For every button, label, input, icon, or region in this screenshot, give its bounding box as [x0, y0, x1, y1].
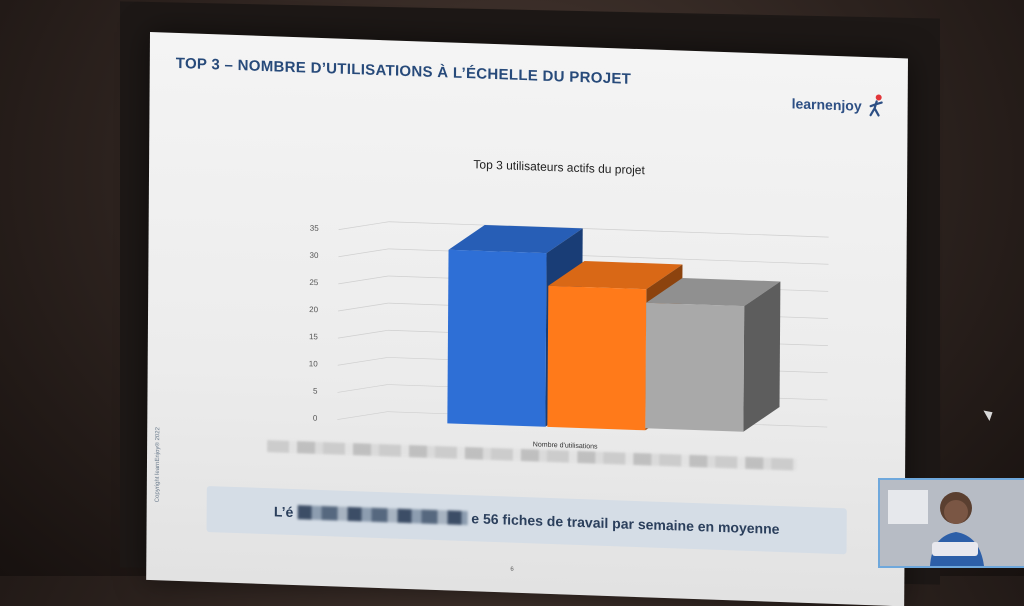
gridline	[388, 221, 829, 238]
bar-side	[743, 281, 781, 432]
bar	[645, 302, 745, 432]
bar-top	[646, 278, 781, 307]
person-icon	[880, 480, 1024, 566]
gridline-depth	[338, 221, 389, 230]
gridline-depth	[338, 302, 389, 312]
x-axis-label: Nombre d'utilisations	[533, 441, 598, 450]
y-tick-label: 25	[309, 278, 319, 287]
logo-text: learnenjoy	[791, 95, 862, 114]
bar	[447, 249, 547, 427]
gridline-depth	[338, 275, 389, 285]
mouse-cursor-icon	[983, 407, 996, 421]
gridline-depth	[337, 384, 388, 393]
company-logo: learnenjoy	[792, 90, 886, 119]
bar-chart: Top 3 utilisateurs actifs du projet 0 5 10 1…	[309, 157, 829, 451]
redacted-text	[297, 505, 468, 526]
gridline-depth	[337, 329, 389, 339]
y-tick-label: 35	[310, 224, 320, 233]
copyright-note: Copyright learnEnjoy® 2022	[154, 427, 162, 503]
bar-top	[448, 224, 583, 254]
y-tick-label: 30	[310, 251, 320, 260]
page-number: 6	[510, 566, 514, 573]
slide-title: TOP 3 – NOMBRE D’UTILISATIONS À L’ÉCHELL…	[175, 54, 632, 88]
bar-top	[548, 261, 683, 290]
banner-text: e 56 fiches de travail par semaine en mo…	[471, 510, 780, 537]
chart-title: Top 3 utilisateurs actifs du projet	[473, 157, 645, 177]
gridline-depth	[338, 248, 389, 258]
presentation-slide: TOP 3 – NOMBRE D’UTILISATIONS À L’ÉCHELL…	[146, 32, 908, 606]
y-tick-label: 10	[309, 359, 319, 368]
y-tick-label: 20	[309, 305, 319, 314]
summary-banner: L’é e 56 fiches de travail par semaine e…	[206, 485, 847, 555]
y-tick-label: 0	[313, 414, 318, 423]
y-tick-label: 15	[309, 332, 319, 341]
y-tick-label: 5	[313, 387, 318, 396]
mascot-icon	[869, 94, 883, 117]
gridline-depth	[337, 357, 388, 366]
gridline-depth	[337, 411, 388, 420]
bar	[547, 285, 647, 431]
webcam-thumbnail[interactable]	[878, 478, 1024, 568]
banner-prefix: L’é	[273, 503, 294, 521]
